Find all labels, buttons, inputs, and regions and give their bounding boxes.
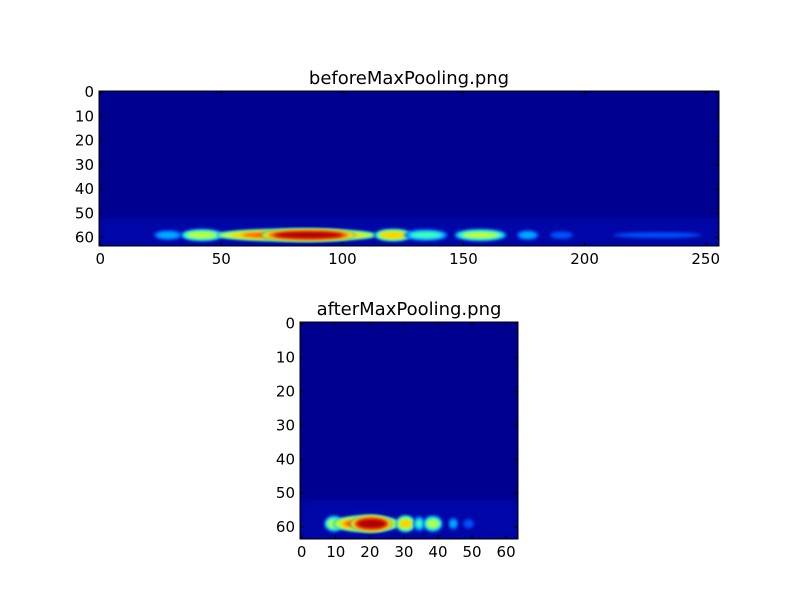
heatmap-cell-blob xyxy=(156,231,180,239)
y-tick-label: 60 xyxy=(75,229,94,247)
x-tick-label: 50 xyxy=(212,250,231,268)
heatmap-cell-blob xyxy=(426,519,440,528)
heatmap-cell-blob xyxy=(519,231,537,239)
heatmap-bright-region xyxy=(423,516,442,532)
y-tick-label: 30 xyxy=(276,416,295,434)
y-tick-label: 50 xyxy=(75,204,94,222)
heatmap-bright-region xyxy=(181,229,223,241)
y-tick-label: 60 xyxy=(276,518,295,536)
heatmap-bright-region xyxy=(375,229,412,241)
y-tick-label: 10 xyxy=(276,349,295,367)
heatmap-cell-blob xyxy=(449,519,457,528)
y-tick-label: 30 xyxy=(75,156,94,174)
x-tick-label: 0 xyxy=(297,543,307,561)
x-tick-label: 150 xyxy=(449,250,478,268)
heatmap-cell-blob xyxy=(274,231,343,239)
heatmap-cell-blob xyxy=(186,231,218,239)
heatmap-bright-region xyxy=(153,230,183,240)
heatmap-bright-region xyxy=(351,516,392,532)
x-tick-label: 10 xyxy=(326,543,345,561)
heatmap-cell-blob xyxy=(463,519,474,529)
x-tick-label: 30 xyxy=(394,543,413,561)
x-tick-label: 100 xyxy=(328,250,357,268)
x-tick-label: 40 xyxy=(428,543,447,561)
y-tick-label: 0 xyxy=(84,83,94,101)
heatmap-bright-region xyxy=(325,516,344,532)
heatmap-cell-blob xyxy=(356,519,387,529)
y-tick-label: 0 xyxy=(285,315,295,333)
title-after: afterMaxPooling.png xyxy=(317,299,502,320)
axes-before-max-pooling: beforeMaxPooling.png 0 50 100 150 200 250 0 10 2… xyxy=(75,68,720,268)
heatmap-bright-region xyxy=(455,229,506,241)
heatmap-cell-blob xyxy=(380,232,407,239)
heatmap-cell-blob xyxy=(550,231,573,239)
axes-frame xyxy=(299,321,519,540)
x-tick-label: 0 xyxy=(95,250,105,268)
y-tick-label: 10 xyxy=(75,107,94,125)
heatmap-cell-blob xyxy=(409,231,443,239)
axes-frame xyxy=(98,90,720,247)
y-tick-label: 20 xyxy=(276,383,295,401)
heatmap-image xyxy=(300,322,518,539)
y-tick-label: 50 xyxy=(276,484,295,502)
y-tick-label: 20 xyxy=(75,132,94,150)
heatmap-bright-region xyxy=(413,516,425,532)
x-tick-label: 20 xyxy=(360,543,379,561)
heatmap-bright-region xyxy=(396,516,415,532)
y-tick-label: 40 xyxy=(276,450,295,468)
heatmap-bright-region xyxy=(448,517,458,530)
x-tick-label: 50 xyxy=(462,543,481,561)
axes-after-max-pooling: afterMaxPooling.png 0 10 20 30 40 50 600102030… xyxy=(276,299,519,561)
heatmap-bright-region xyxy=(517,230,539,240)
heatmap-bright-region xyxy=(463,519,474,529)
heatmap-cell-blob xyxy=(415,519,423,528)
heatmap-image xyxy=(99,91,719,246)
heatmap-bright-region xyxy=(262,229,355,241)
title-before: beforeMaxPooling.png xyxy=(309,68,509,89)
x-tick-label: 60 xyxy=(497,543,516,561)
y-tick-label: 40 xyxy=(75,180,94,198)
heatmap-bright-region xyxy=(404,229,448,241)
heatmap-bright-region xyxy=(550,231,573,239)
heatmap-bright-region xyxy=(613,232,702,238)
heatmap-cell-blob xyxy=(399,519,412,528)
heatmap-cell-blob xyxy=(613,232,702,238)
heatmap-cell-blob xyxy=(462,232,499,239)
x-tick-label: 250 xyxy=(691,250,720,268)
x-tick-label: 200 xyxy=(570,250,599,268)
